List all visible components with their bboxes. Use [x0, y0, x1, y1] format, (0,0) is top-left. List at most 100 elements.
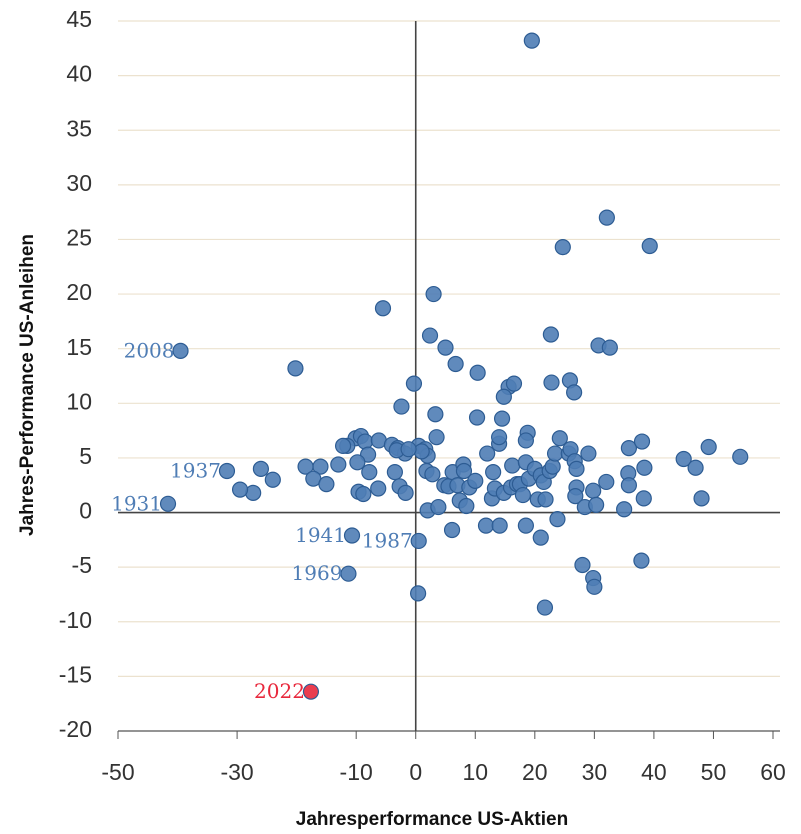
point: [231, 481, 249, 498]
point: [490, 429, 508, 446]
point: [536, 599, 554, 616]
y-tick-label: 15: [66, 334, 92, 360]
point: [355, 485, 372, 503]
point: [428, 429, 445, 446]
point: [252, 460, 270, 477]
x-tick-label: 40: [641, 759, 667, 785]
point: [580, 445, 597, 462]
point: [297, 458, 314, 475]
point-label: 1941: [295, 523, 346, 547]
point: [443, 521, 461, 539]
point: [340, 565, 357, 582]
point: [598, 473, 615, 491]
point: [172, 342, 189, 359]
point: [374, 300, 392, 317]
point: [393, 398, 410, 415]
point: [458, 497, 475, 515]
point: [455, 462, 473, 480]
point: [588, 496, 605, 513]
point: [585, 482, 602, 499]
point: [574, 556, 591, 574]
point: [495, 388, 512, 405]
point: [568, 460, 585, 477]
x-tick-label: -10: [340, 759, 373, 785]
point: [405, 375, 423, 392]
point: [318, 476, 335, 493]
y-tick-label: -15: [59, 661, 92, 687]
point: [386, 464, 403, 481]
point: [635, 490, 652, 507]
point: [334, 437, 352, 455]
point: [517, 517, 534, 534]
point: [523, 32, 540, 49]
point-label: 1937: [170, 459, 221, 483]
point: [543, 374, 560, 391]
point: [586, 578, 603, 595]
x-axis-title: Jahresperformance US-Aktien: [296, 809, 568, 830]
point: [287, 360, 304, 377]
point: [693, 490, 710, 507]
point: [491, 517, 508, 534]
point: [546, 445, 564, 462]
point: [425, 285, 442, 303]
point: [159, 495, 177, 512]
point: [357, 433, 374, 450]
y-tick-label: 30: [66, 170, 92, 196]
point-label: 1987: [362, 528, 413, 552]
x-tick-label: 10: [462, 759, 488, 785]
x-tick-label: 60: [760, 759, 786, 785]
point: [493, 410, 511, 427]
point: [620, 477, 638, 494]
x-tick-label: -50: [101, 759, 134, 785]
point: [468, 409, 486, 426]
point: [343, 527, 361, 544]
x-tick-label: 0: [409, 759, 422, 785]
y-tick-label: 20: [66, 279, 92, 305]
point: [641, 237, 658, 255]
point: [544, 458, 561, 475]
point: [410, 585, 427, 602]
y-tick-label: 35: [66, 115, 92, 141]
point: [485, 464, 502, 481]
point: [330, 456, 347, 473]
point: [477, 517, 495, 534]
point: [616, 501, 633, 518]
y-tick-label: 25: [66, 225, 92, 251]
point: [633, 433, 651, 450]
point: [549, 510, 566, 528]
point: [633, 552, 650, 569]
point: [620, 439, 638, 457]
y-tick-label: 40: [66, 61, 92, 87]
point: [554, 239, 571, 256]
point: [675, 450, 692, 468]
point: [601, 339, 618, 356]
point: [302, 683, 320, 700]
point: [413, 443, 430, 460]
point-label: 1931: [111, 491, 162, 515]
y-tick-label: 0: [79, 498, 92, 524]
point: [370, 480, 387, 497]
point-label: 2022: [254, 679, 305, 703]
y-tick-label: 10: [66, 388, 92, 414]
point: [430, 498, 447, 516]
point: [467, 472, 484, 489]
point: [410, 532, 427, 550]
point: [598, 209, 615, 226]
point: [424, 466, 441, 483]
point: [400, 441, 417, 458]
y-axis-title: Jahres-Performance US-Anleihen: [17, 234, 38, 536]
y-tick-label: 45: [66, 6, 92, 32]
point: [447, 355, 464, 373]
point: [361, 464, 378, 481]
point: [732, 448, 749, 465]
y-tick-label: 5: [79, 443, 92, 469]
point: [566, 384, 583, 401]
point: [542, 326, 559, 343]
point: [397, 484, 414, 501]
point: [437, 339, 454, 356]
point-label: 1969: [292, 561, 343, 585]
point: [551, 430, 568, 447]
point: [349, 454, 366, 471]
point: [218, 462, 236, 480]
